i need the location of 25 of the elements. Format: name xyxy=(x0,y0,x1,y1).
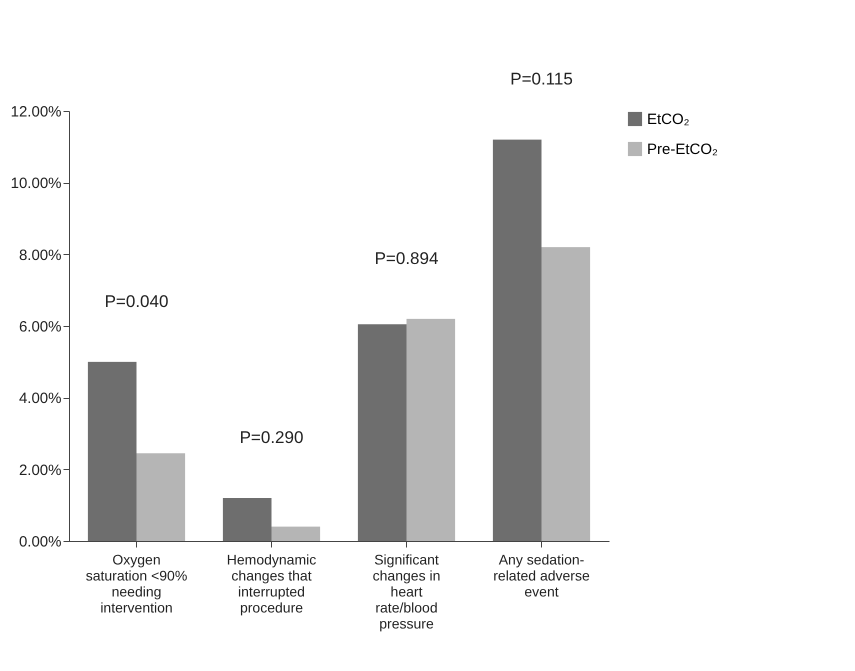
bar xyxy=(542,247,590,541)
bar xyxy=(406,318,456,541)
bar xyxy=(492,140,542,541)
y-tick-label: 6.00% xyxy=(18,318,62,336)
y-tick-label: 4.00% xyxy=(18,390,62,408)
bar xyxy=(222,498,272,541)
y-tick-label: 0.00% xyxy=(18,534,62,550)
y-tick-label: 12.00% xyxy=(10,104,62,120)
legend-label: EtCO₂ xyxy=(647,111,690,128)
bar xyxy=(272,526,320,541)
y-tick-label: 10.00% xyxy=(10,175,62,192)
x-tick-label: Hemodynamic changes that interrupted procedure xyxy=(226,552,316,616)
bar xyxy=(88,362,136,541)
x-tick-label: Oxygen saturation <90% needing intervention xyxy=(86,552,188,616)
y-tick-label: 8.00% xyxy=(18,246,62,264)
annotation: P=0.040 xyxy=(104,292,168,311)
annotation: P=0.290 xyxy=(240,428,304,447)
y-tick-label: 2.00% xyxy=(18,462,62,479)
x-tick-label: Significant changes in heart rate/blood pressure xyxy=(372,552,440,632)
bar xyxy=(358,324,406,541)
annotation: P=0.894 xyxy=(374,248,438,268)
x-tick-label: Any sedation-related adverse event xyxy=(493,552,590,600)
text: P=0.115 xyxy=(510,70,573,89)
bar xyxy=(136,453,186,541)
legend-label: Pre-EtCO₂ xyxy=(647,141,718,158)
